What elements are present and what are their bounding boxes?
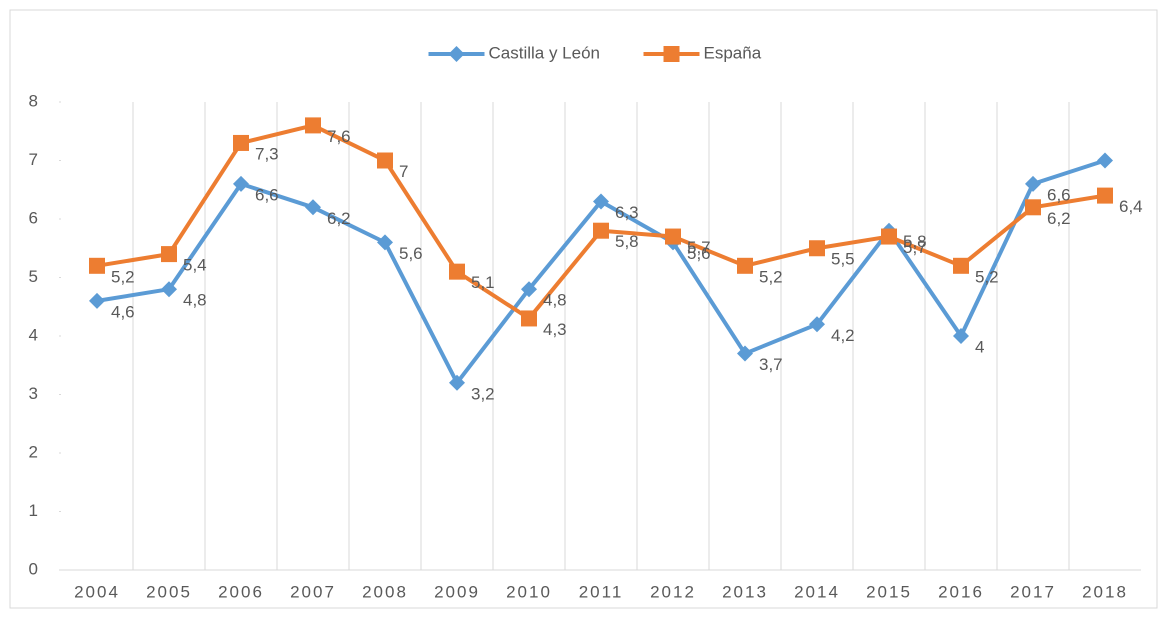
data-label: 6,4 <box>1119 197 1143 216</box>
marker <box>1025 199 1041 216</box>
marker <box>521 281 537 298</box>
marker <box>377 234 393 251</box>
marker <box>89 257 105 274</box>
marker <box>305 117 321 134</box>
data-label: 6,3 <box>615 203 639 222</box>
y-tick-label: 3 <box>29 384 38 403</box>
data-label: 5,8 <box>615 232 639 251</box>
data-label: 6,6 <box>1047 185 1071 204</box>
marker <box>663 46 680 62</box>
marker <box>377 152 393 169</box>
marker <box>593 193 609 210</box>
data-label: 7 <box>399 162 408 181</box>
x-tick-label: 2007 <box>290 582 336 601</box>
y-tick-label: 4 <box>29 325 38 344</box>
data-label: 4 <box>975 337 984 356</box>
data-label: 5,7 <box>903 238 927 257</box>
data-label: 7,3 <box>255 144 279 163</box>
marker <box>593 222 609 239</box>
data-label: 5,2 <box>975 267 999 286</box>
data-label: 5,2 <box>111 267 135 286</box>
data-label: 4,8 <box>543 291 567 310</box>
data-label: 5,2 <box>759 267 783 286</box>
x-tick-label: 2014 <box>794 582 840 601</box>
marker <box>89 292 105 309</box>
data-label: 6,6 <box>255 185 279 204</box>
marker <box>737 257 753 274</box>
marker <box>521 310 537 327</box>
marker <box>449 263 465 280</box>
x-tick-label: 2018 <box>1082 582 1128 601</box>
data-label: 5,1 <box>471 273 495 292</box>
data-label: 3,2 <box>471 384 495 403</box>
x-tick-label: 2016 <box>938 582 984 601</box>
chart-border <box>9 9 1158 609</box>
data-label: 4,3 <box>543 320 567 339</box>
data-label: 5,6 <box>399 244 423 263</box>
x-tick-label: 2017 <box>1010 582 1056 601</box>
x-tick-label: 2009 <box>434 582 480 601</box>
marker <box>1097 152 1113 169</box>
x-tick-label: 2011 <box>579 582 624 601</box>
marker <box>665 228 681 245</box>
marker <box>809 316 825 333</box>
marker <box>953 257 969 274</box>
data-label: 5,4 <box>183 256 207 275</box>
x-tick-label: 2004 <box>74 582 120 601</box>
marker <box>809 240 825 257</box>
y-tick-label: 6 <box>29 208 38 227</box>
marker <box>233 175 249 192</box>
y-tick-label: 5 <box>29 267 38 286</box>
data-label: 6,2 <box>1047 209 1071 228</box>
legend-label: España <box>704 43 762 62</box>
x-tick-label: 2005 <box>146 582 192 601</box>
data-label: 7,6 <box>327 127 351 146</box>
y-tick-label: 0 <box>29 559 38 578</box>
legend-label: Castilla y León <box>489 43 601 62</box>
marker <box>1097 187 1113 204</box>
data-label: 4,8 <box>183 291 207 310</box>
marker <box>448 46 465 62</box>
x-tick-label: 2013 <box>722 582 768 601</box>
y-tick-label: 2 <box>29 442 38 461</box>
marker <box>161 281 177 298</box>
marker <box>881 228 897 245</box>
marker <box>1025 175 1041 192</box>
x-tick-label: 2010 <box>506 582 552 601</box>
data-label: 5,7 <box>687 238 711 257</box>
y-tick-label: 1 <box>29 501 38 520</box>
x-tick-label: 2008 <box>362 582 408 601</box>
marker <box>737 345 753 362</box>
data-label: 6,2 <box>327 209 351 228</box>
data-label: 5,6 <box>687 244 711 263</box>
data-label: 4,6 <box>111 302 135 321</box>
marker <box>449 374 465 391</box>
data-label: 4,2 <box>831 326 855 345</box>
marker <box>161 246 177 263</box>
x-tick-label: 2012 <box>650 582 696 601</box>
data-label: 3,7 <box>759 355 783 374</box>
marker <box>305 199 321 216</box>
data-label: 5,5 <box>831 250 855 269</box>
y-tick-label: 8 <box>29 91 38 110</box>
marker <box>953 328 969 344</box>
marker <box>233 134 249 151</box>
x-tick-label: 2015 <box>866 582 912 601</box>
y-tick-label: 7 <box>29 150 38 169</box>
data-label: 5,8 <box>903 232 927 251</box>
x-tick-label: 2006 <box>218 582 264 601</box>
